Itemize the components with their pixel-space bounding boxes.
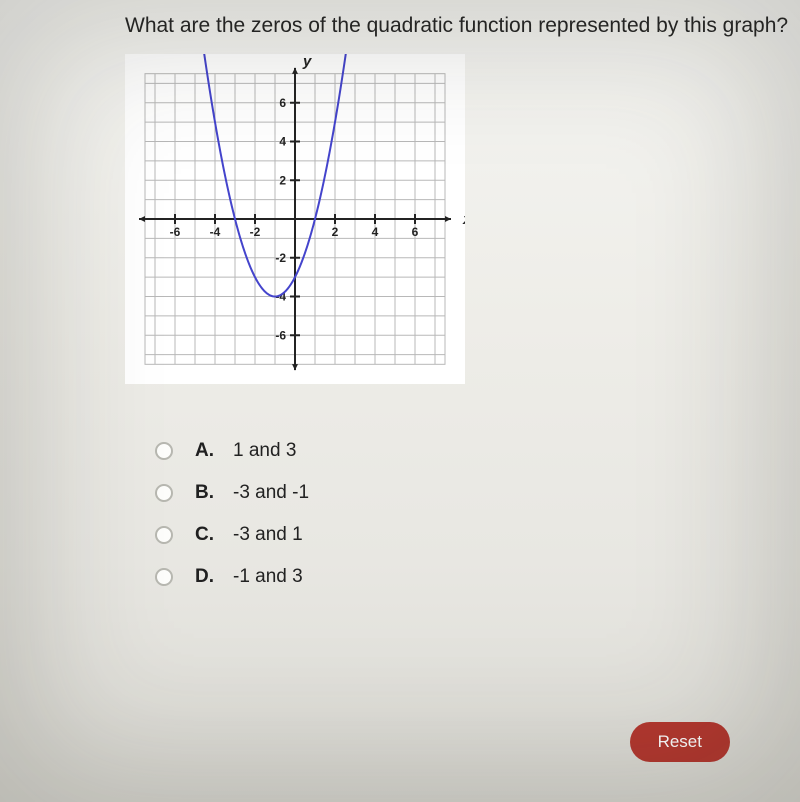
svg-text:-6: -6 [170,225,181,239]
option-text: -1 and 3 [233,566,303,588]
option-letter: C. [195,524,233,546]
graph-container: -6-4-2246-6-4-2246xy [125,54,465,384]
svg-text:6: 6 [412,225,419,239]
option-a[interactable]: A. 1 and 3 [155,440,309,462]
svg-text:2: 2 [332,225,339,239]
option-c[interactable]: C. -3 and 1 [155,524,309,546]
options-list: A. 1 and 3 B. -3 and -1 C. -3 and 1 D. -… [155,440,309,608]
option-d[interactable]: D. -1 and 3 [155,566,309,588]
option-letter: A. [195,440,233,462]
option-letter: B. [195,482,233,504]
option-letter: D. [195,566,233,588]
svg-text:-6: -6 [275,328,286,342]
svg-text:x: x [462,211,465,228]
svg-text:4: 4 [372,225,379,239]
svg-text:2: 2 [279,173,286,187]
svg-text:-2: -2 [250,225,261,239]
reset-button[interactable]: Reset [630,722,730,762]
radio-button[interactable] [155,484,173,502]
question-text: What are the zeros of the quadratic func… [125,14,788,38]
option-text: -3 and -1 [233,482,309,504]
radio-button[interactable] [155,442,173,460]
svg-text:6: 6 [279,96,286,110]
option-text: -3 and 1 [233,524,303,546]
option-b[interactable]: B. -3 and -1 [155,482,309,504]
option-text: 1 and 3 [233,440,296,462]
svg-text:-4: -4 [210,225,221,239]
radio-button[interactable] [155,526,173,544]
radio-button[interactable] [155,568,173,586]
svg-text:4: 4 [279,135,286,149]
svg-text:-2: -2 [275,251,286,265]
svg-text:y: y [302,54,312,70]
quadratic-graph: -6-4-2246-6-4-2246xy [125,54,465,384]
